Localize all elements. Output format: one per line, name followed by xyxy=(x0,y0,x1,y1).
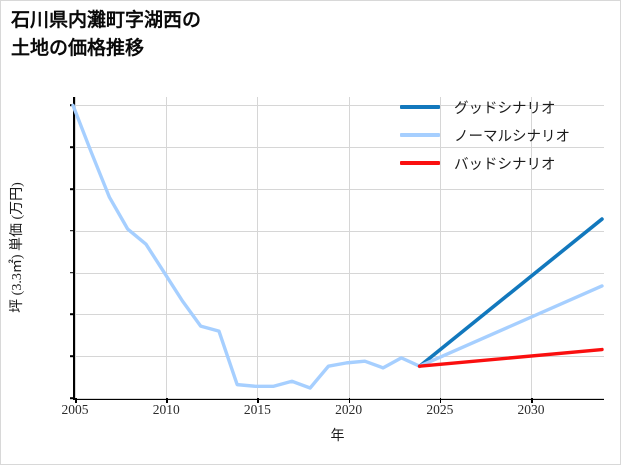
gridline-vertical xyxy=(166,97,168,398)
gridline-horizontal xyxy=(75,230,604,232)
x-tick-mark xyxy=(439,398,442,403)
gridline-vertical xyxy=(348,97,350,398)
legend-swatch-good xyxy=(400,105,440,109)
x-tick-mark xyxy=(531,398,533,403)
x-tick-mark xyxy=(75,398,77,403)
legend-item-good: グッドシナリオ xyxy=(400,93,610,121)
legend-item-normal: ノーマルシナリオ xyxy=(400,121,610,149)
gridline-horizontal xyxy=(75,356,604,358)
legend-label-bad: バッドシナリオ xyxy=(454,156,556,173)
gridline-horizontal xyxy=(75,398,604,399)
y-axis-label: 坪 (3.3㎡) 単価 (万円) xyxy=(10,182,25,313)
gridline-horizontal xyxy=(75,314,604,316)
x-axis-label: 年 xyxy=(330,429,345,444)
legend-label-normal: ノーマルシナリオ xyxy=(454,128,570,145)
gridline-horizontal xyxy=(75,272,604,274)
x-tick-label: 2015 xyxy=(243,402,271,417)
y-tick-mark xyxy=(70,397,75,399)
gridline-vertical xyxy=(257,97,259,398)
x-tick-label: 2005 xyxy=(61,402,89,417)
x-tick-mark xyxy=(166,398,168,403)
legend: グッドシナリオ ノーマルシナリオ バッドシナリオ xyxy=(400,93,610,177)
legend-swatch-bad xyxy=(400,161,440,165)
legend-label-good: グッドシナリオ xyxy=(454,100,556,117)
x-tick-mark xyxy=(348,398,351,403)
x-tick-label: 2020 xyxy=(335,402,363,417)
x-tick-label: 2010 xyxy=(152,402,180,417)
legend-swatch-normal xyxy=(400,133,440,137)
gridline-vertical xyxy=(75,97,76,398)
legend-item-bad: バッドシナリオ xyxy=(400,149,610,177)
x-tick-label: 2030 xyxy=(517,402,545,417)
x-tick-label: 2025 xyxy=(426,402,454,417)
page-title: 石川県内灘町字湖西の 土地の価格推移 xyxy=(11,10,202,59)
x-tick-mark xyxy=(257,398,259,403)
gridline-horizontal xyxy=(75,188,604,190)
